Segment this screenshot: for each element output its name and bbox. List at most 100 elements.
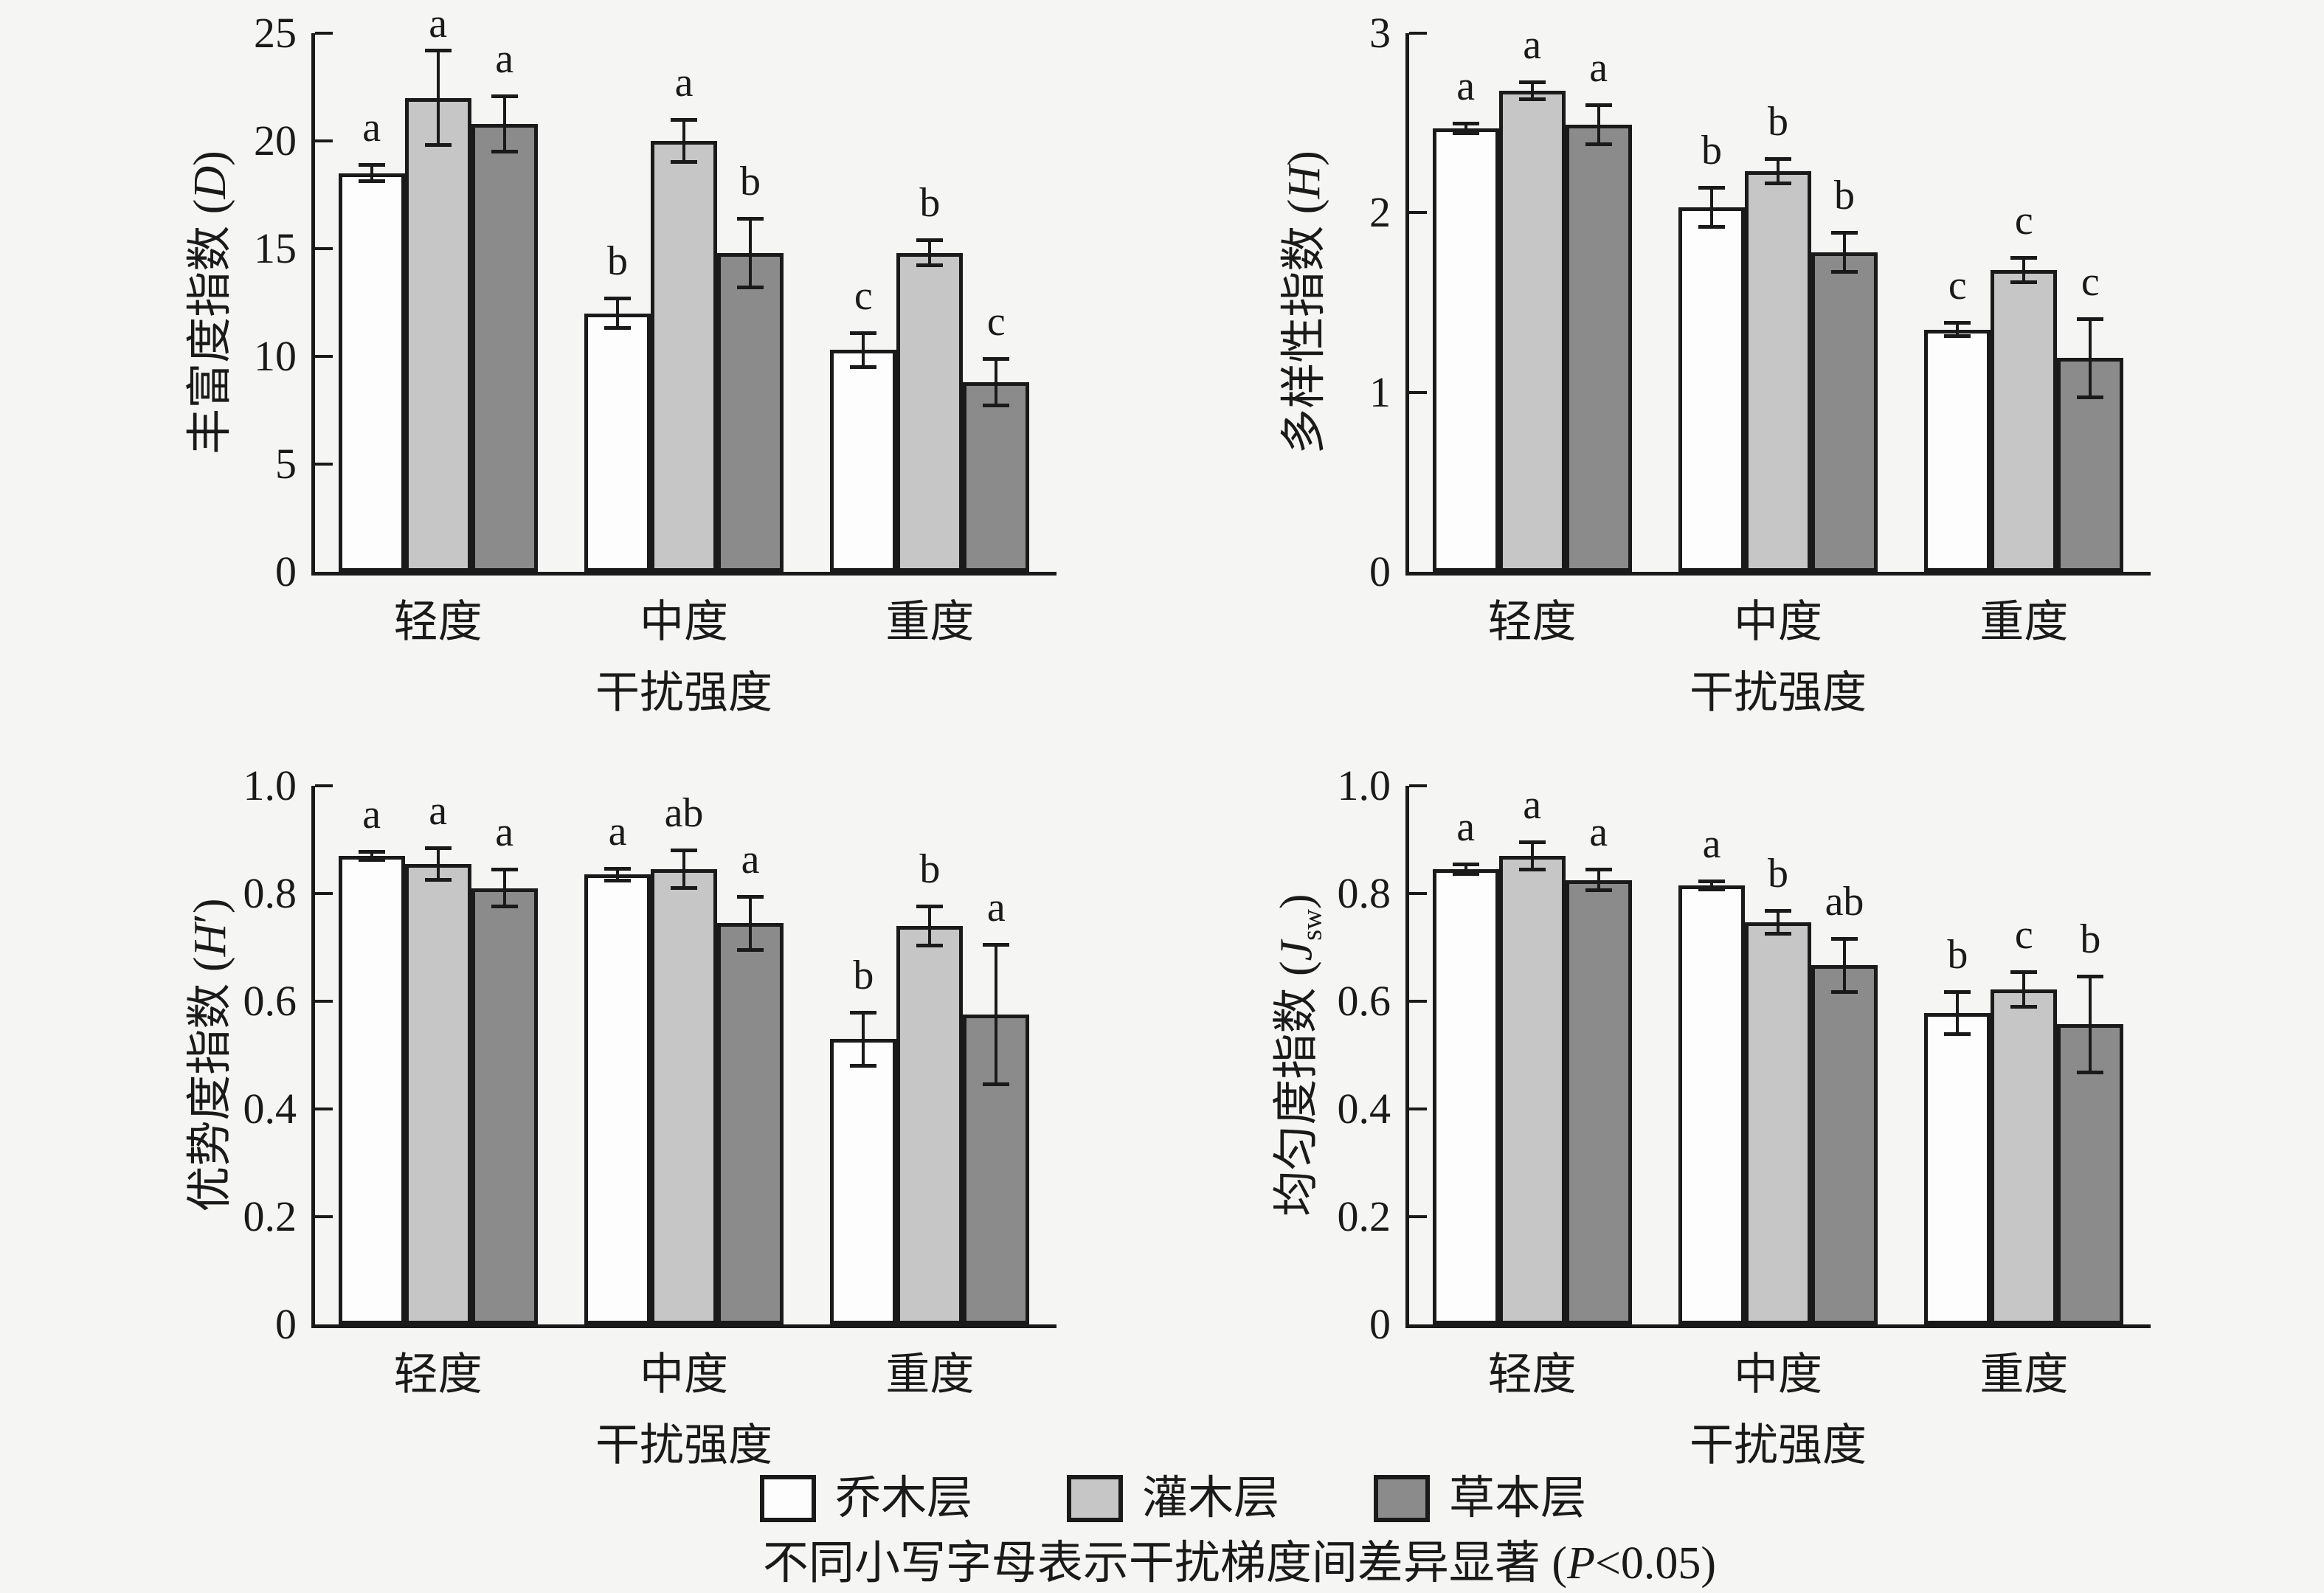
y-tick-mark — [1409, 32, 1427, 35]
bar-灌木层-轻度 — [404, 863, 471, 1324]
significance-letter: a — [608, 808, 627, 854]
error-bar-cap-top — [916, 904, 944, 908]
significance-letter: b — [1701, 128, 1722, 174]
error-bar — [436, 50, 440, 145]
y-tick-label: 2 — [1369, 188, 1391, 237]
error-bar — [1710, 187, 1713, 227]
error-bar — [1777, 910, 1780, 934]
y-tick-label: 0.2 — [243, 1192, 297, 1240]
legend: 乔木层 灌木层 草本层 — [760, 1472, 1586, 1525]
x-axis-line — [1405, 1324, 2151, 1328]
error-bar-cap-bottom — [2077, 1071, 2104, 1075]
error-bar — [682, 849, 685, 889]
significance-letter: a — [1523, 21, 1542, 68]
error-bar-cap-bottom — [1585, 888, 1612, 893]
y-tick-label: 3 — [1369, 9, 1391, 57]
significance-letter: c — [1948, 262, 1967, 308]
x-tick-label-中度: 中度 — [640, 598, 728, 646]
error-bar — [2022, 971, 2026, 1008]
tree-layer-swatch-icon — [760, 1475, 816, 1522]
y-tick-label: 10 — [254, 332, 297, 380]
error-bar — [1464, 122, 1467, 134]
error-bar-cap-bottom — [604, 326, 631, 331]
error-bar-cap-top — [1698, 186, 1725, 190]
error-bar-cap-bottom — [671, 886, 697, 891]
error-bar-cap-bottom — [916, 263, 944, 268]
error-bar-cap-top — [983, 943, 1010, 947]
significance-letter: b — [2080, 916, 2101, 962]
y-tick-mark — [315, 32, 333, 35]
y-tick-label: 15 — [254, 224, 297, 272]
error-bar-cap-top — [1518, 80, 1546, 84]
significance-letter: a — [986, 885, 1006, 931]
error-bar — [616, 868, 619, 882]
error-bar — [370, 165, 373, 182]
error-bar-cap-bottom — [604, 879, 631, 883]
y-axis-title: 优势度指数 (H′) — [185, 898, 235, 1212]
error-bar-cap-top — [1452, 121, 1479, 125]
error-bar — [749, 218, 752, 288]
y-axis-line — [311, 786, 315, 1328]
x-tick-label-重度: 重度 — [1979, 1350, 2069, 1399]
error-bar-cap-bottom — [671, 160, 697, 165]
significance-letter: a — [1702, 821, 1721, 868]
bar-灌木层-轻度 — [1498, 855, 1566, 1324]
y-tick-mark — [1409, 1108, 1427, 1110]
error-bar — [1956, 991, 1960, 1035]
caption-threshold: <0.05) — [1594, 1538, 1717, 1589]
error-bar — [436, 847, 440, 880]
significance-letter: c — [2014, 911, 2033, 958]
error-bar — [1843, 232, 1846, 272]
error-bar — [502, 869, 506, 908]
y-tick-label: 0 — [275, 547, 297, 595]
bar-草本层-中度 — [1811, 965, 1878, 1324]
bar-灌木层-重度 — [1991, 270, 2058, 572]
significance-letter: c — [2081, 258, 2100, 305]
error-bar — [995, 944, 998, 1085]
error-bar-cap-bottom — [983, 404, 1010, 408]
bar-乔木层-轻度 — [338, 855, 405, 1324]
error-bar — [1597, 105, 1600, 145]
panel-diversity-index: 0 1 2 3 多样性指数 (H) a a a 轻度 b b b 中度 c c c 重度 干扰强度 — [1094, 0, 2201, 753]
error-bar-cap-bottom — [737, 285, 764, 289]
error-bar-cap-top — [737, 894, 764, 899]
error-bar-cap-bottom — [1831, 269, 1858, 274]
bar-草本层-重度 — [2057, 1024, 2124, 1324]
y-axis-line — [311, 33, 315, 576]
legend-label-tree-layer: 乔木层 — [835, 1473, 973, 1524]
error-bar-cap-bottom — [1831, 989, 1858, 994]
y-tick-label: 0.2 — [1337, 1192, 1391, 1240]
y-tick-mark — [315, 892, 333, 895]
legend-item-tree-layer: 乔木层 — [760, 1472, 972, 1525]
bar-乔木层-轻度 — [338, 173, 405, 572]
y-tick-label: 0 — [275, 1300, 297, 1348]
error-bar — [1777, 159, 1780, 184]
error-bar-cap-bottom — [424, 877, 452, 882]
significance-letter: b — [853, 952, 874, 998]
error-bar — [928, 240, 932, 266]
error-bar — [1710, 881, 1713, 890]
error-bar-cap-bottom — [491, 149, 518, 153]
y-tick-label: 25 — [254, 9, 297, 57]
y-tick-mark — [1409, 892, 1427, 895]
error-bar-cap-bottom — [850, 364, 877, 369]
bar-草本层-中度 — [717, 923, 784, 1324]
y-tick-label: 0.6 — [1337, 977, 1391, 1025]
significance-letter: b — [740, 159, 761, 205]
error-bar — [2089, 975, 2092, 1074]
error-bar-cap-top — [2077, 974, 2104, 978]
error-bar — [2022, 258, 2026, 283]
error-bar-cap-top — [983, 356, 1010, 361]
y-tick-label: 1.0 — [1337, 761, 1391, 809]
y-tick-label: 5 — [275, 440, 297, 488]
error-bar-cap-bottom — [850, 1063, 877, 1068]
significance-letter: a — [429, 787, 448, 834]
y-tick-label: 0.6 — [243, 977, 297, 1025]
error-bar-cap-bottom — [2010, 1005, 2038, 1009]
x-axis-title: 干扰强度 — [595, 1421, 772, 1470]
legend-item-herb-layer: 草本层 — [1374, 1472, 1586, 1525]
error-bar — [1530, 841, 1534, 870]
x-tick-label-轻度: 轻度 — [393, 598, 483, 646]
error-bar-cap-bottom — [2010, 280, 2038, 285]
significance-letter: a — [741, 836, 760, 882]
